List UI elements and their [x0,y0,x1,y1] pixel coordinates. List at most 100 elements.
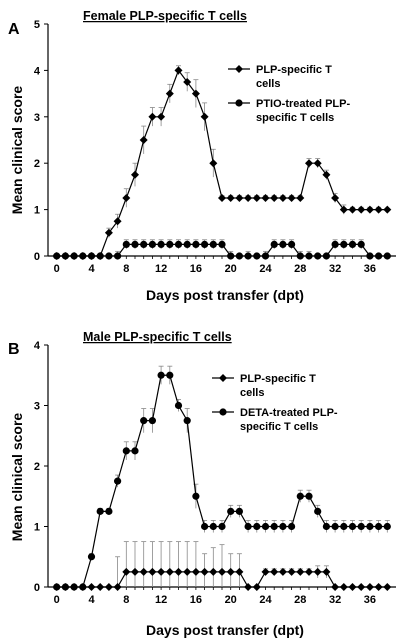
panel-b-s1-point-26 [278,567,287,576]
panel-a-s2-point-25 [270,240,278,248]
panel-a-s1-point-28 [296,194,305,202]
panel-b-ylabel: Mean clinical score [9,413,25,542]
panel-a-legend-series2-line2: specific T cells [256,112,334,124]
panel-b-s1-point-9 [131,567,139,576]
panel-a-s2-point-21 [235,252,243,260]
panel-a-s2-point-18 [209,240,217,248]
panel-b-s1-point-22 [244,583,253,591]
panel-a-s2-point-11 [148,240,156,248]
panel-b-s2-point-2 [70,583,78,591]
panel-b-s1-point-25 [270,567,279,576]
panel-a-s2-point-1 [61,252,69,260]
panel-b-s1-point-5 [96,583,105,591]
panel-a-s1-point-11 [148,112,157,121]
panel-b-s1-point-29 [305,567,313,576]
panel-a-s2-point-22 [244,252,252,260]
panel-a-s2-point-3 [79,252,87,260]
panel-a-s1-point-22 [244,194,253,202]
panel-b-s2-point-8 [122,447,130,455]
panel-a-series-1 [52,65,392,260]
panel-b-s2-point-27 [288,522,296,531]
panel-b-label: B [8,341,20,358]
panel-a-s2-point-13 [166,240,174,248]
panel-a-ytick-label-3: 3 [34,112,40,124]
panel-a-ylabel: Mean clinical score [9,86,25,215]
panel-b-s2-point-21 [235,507,243,515]
panel-b: B Male PLP-specific T cells Mean clinica… [8,330,396,638]
panel-b-s1-point-20 [226,567,235,576]
panel-a-s1-point-21 [235,194,244,202]
panel-b-xtick-label-6: 24 [259,594,272,606]
panel-a-legend-key-marker-2 [235,99,243,107]
panel-b-s2-point-34 [348,522,357,531]
panel-a-s2-point-28 [296,252,304,260]
panel-a-s1-point-14 [174,66,183,75]
panel-a-s2-point-20 [227,252,235,260]
panel-b-ytick-label-1: 1 [34,522,40,534]
panel-a-legend-series1-line2: cells [256,78,280,90]
panel-b-s2-point-3 [79,583,87,591]
panel-a-ytick-label-4: 4 [34,65,41,77]
panel-b-ytick-label-2: 2 [34,461,40,473]
panel-b-xtick-label-0: 0 [54,594,60,606]
panel-b-legend-key-marker-2 [219,408,227,416]
panel-a-xtick-label-5: 20 [225,263,237,275]
panel-b-s2-point-22 [244,522,252,531]
panel-b-s1-point-23 [252,583,261,591]
panel-a-s1-point-10 [139,136,148,144]
panel-b-legend-keys [212,374,234,416]
panel-a-s2-point-35 [357,240,365,248]
panel-a-legend: PLP-specific T cells PTIO-treated PLP- s… [228,64,350,124]
panel-a-s1-point-8 [122,194,131,202]
panel-a: A Female PLP-specific T cells Mean clini… [8,9,396,303]
panel-b-s1-point-35 [357,583,366,591]
panel-b-s1-point-8 [122,567,131,576]
panel-b-legend-series2-line1: DETA-treated PLP- [240,407,338,419]
panel-b-s2-point-18 [209,522,217,531]
panel-b-s2-point-28 [296,492,304,500]
panel-a-legend-key-marker-1 [235,65,243,73]
panel-a-s2-point-17 [201,240,209,248]
panel-b-s2-point-14 [174,401,183,410]
panel-a-s2-point-37 [375,252,383,260]
panel-b-s2-point-31 [322,522,330,531]
panel-b-s2-point-4 [87,553,96,561]
panel-b-s1-point-14 [174,567,183,576]
panel-a-s1-point-13 [165,89,174,98]
panel-b-legend: PLP-specific T cells DETA-treated PLP- s… [212,373,338,433]
panel-a-xtick-label-4: 16 [190,263,202,275]
panel-a-s2-point-24 [261,252,270,260]
panel-b-s1-point-37 [374,583,383,591]
panel-a-s2-point-10 [140,240,148,248]
panel-b-s1-point-7 [113,583,122,591]
panel-a-s1-point-33 [339,205,348,214]
panel-a-s2-point-23 [253,252,261,260]
panel-b-s2-point-17 [201,522,209,531]
panel-b-s1-point-28 [296,567,305,576]
panel-b-s2-point-1 [61,583,69,591]
panel-a-s1-point-19 [218,194,226,202]
panel-a-s2-point-2 [70,252,78,260]
panel-b-s1-point-36 [365,583,374,591]
panel-b-s1-point-38 [383,583,392,591]
panel-b-s2-point-24 [261,522,270,531]
panel-a-xtick-label-8: 32 [329,263,341,275]
panel-a-xtick-label-1: 4 [88,263,95,275]
panel-a-s2-point-31 [322,252,330,260]
panel-b-s2-point-38 [383,522,391,531]
panel-b-s2-point-19 [218,522,226,531]
panel-a-label: A [8,21,20,38]
panel-a-s2-point-29 [305,252,313,260]
panel-b-s1-point-34 [348,583,357,591]
panel-a-s2-point-26 [279,240,287,248]
panel-a-s1-point-24 [261,194,270,202]
panel-a-s1-point-25 [270,194,279,202]
panel-a-ytick-label-5: 5 [34,19,40,31]
panel-a-s1-point-27 [287,194,296,202]
panel-a-s1-point-32 [331,194,340,202]
panel-b-s1-point-27 [287,567,296,576]
panel-b-xtick-label-3: 12 [155,594,167,606]
panel-a-s2-point-6 [105,252,113,260]
